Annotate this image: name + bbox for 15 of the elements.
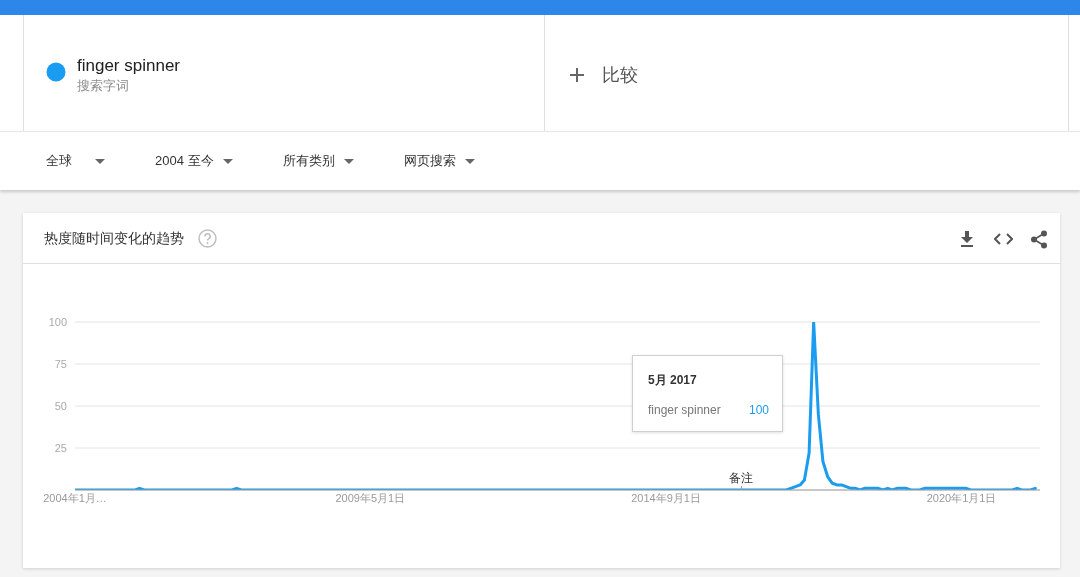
filter-bar: 全球 2004 至今 所有类别 网页搜索 [0,131,1080,190]
y-tick-label: 25 [54,441,67,454]
legend-label: finger spinner [77,55,181,77]
tooltip-box: 5月 2017 finger spinner 100 [632,355,783,432]
annotation: 5月 2017 [648,372,697,388]
annotation: 100 [748,402,769,418]
x-tick-label: 2020年1月1日 [926,491,997,504]
x-tick-label: 2014年9月1日 [631,491,701,504]
annotation: 备注 [728,471,754,485]
y-tick-label: 50 [54,399,67,412]
chart-title: 热度随时间变化的趋势 [44,229,184,248]
x-tick-label: 2009年5月1日 [335,491,406,504]
y-tick-label: 100 [48,315,67,328]
x-tick-label: 2004年1月… [43,491,107,504]
y-tick-label: 75 [54,357,67,370]
